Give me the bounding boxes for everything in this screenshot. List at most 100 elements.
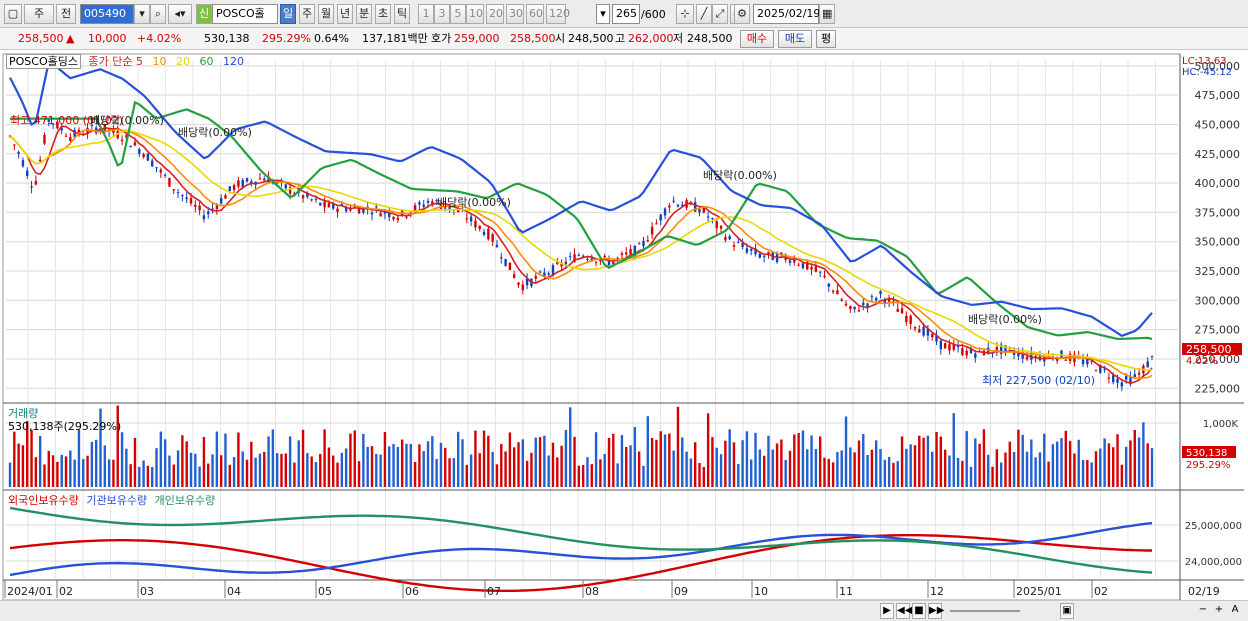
- volume-bar: [21, 445, 25, 487]
- interval-30-button[interactable]: 30: [506, 4, 524, 24]
- candle-body: [767, 251, 770, 254]
- volume-bar: [366, 446, 369, 487]
- period-unit-select[interactable]: 주: [24, 4, 54, 24]
- buy-button[interactable]: 매수: [740, 30, 774, 48]
- interval-5-button[interactable]: 5: [450, 4, 466, 24]
- institution-holding-line: [9, 521, 1153, 577]
- volume-bar: [594, 432, 598, 487]
- font-size-icon[interactable]: A: [1231, 604, 1239, 615]
- candle-body: [26, 170, 29, 176]
- tool-icon[interactable]: ▣: [1060, 603, 1074, 619]
- ma10-label[interactable]: 10: [152, 55, 167, 68]
- volume-bar: [375, 453, 378, 487]
- interval-10-button[interactable]: 10: [466, 4, 484, 24]
- candle-body: [840, 299, 843, 301]
- candle-body: [935, 335, 938, 342]
- candle-body: [698, 209, 701, 213]
- foreign-holding-label[interactable]: 외국인보유수량: [8, 494, 79, 507]
- volume-bar: [659, 431, 662, 487]
- period-5-button[interactable]: 초: [375, 4, 391, 24]
- stock-label[interactable]: POSCO홀딩스: [6, 54, 81, 69]
- candle-body: [762, 256, 766, 258]
- x-axis-label: 02: [59, 585, 73, 598]
- calendar-icon[interactable]: ▦: [819, 4, 835, 24]
- candle-body: [465, 218, 468, 220]
- zoom-icon[interactable]: ⤢: [712, 4, 728, 24]
- candle-body: [793, 259, 796, 263]
- search-icon[interactable]: ⌕: [150, 4, 166, 24]
- layout-icon[interactable]: ▢: [4, 4, 22, 24]
- candle-body: [163, 174, 167, 176]
- volume-bar: [405, 443, 408, 487]
- period-3-button[interactable]: 년: [337, 4, 353, 24]
- candle-body: [495, 244, 499, 248]
- zoom-slider[interactable]: [950, 610, 1020, 612]
- volume-bar: [56, 461, 59, 487]
- ma60-label[interactable]: 60: [199, 55, 214, 68]
- candle-body: [547, 273, 550, 275]
- individual-holding-label[interactable]: 개인보유수량: [154, 494, 216, 507]
- rewind-icon[interactable]: ◀◀: [896, 603, 912, 619]
- institution-holding-label[interactable]: 기관보유수량: [86, 494, 148, 507]
- volume-bar: [577, 465, 581, 487]
- chart-area[interactable]: 500,000 475,000 450,000 425,000 400,000 375,0…: [0, 50, 1248, 621]
- volume-bar: [69, 450, 72, 487]
- candle-body: [500, 257, 503, 259]
- chevron-down-icon[interactable]: ▾: [596, 4, 610, 24]
- candle-body: [676, 204, 680, 207]
- evaluate-button[interactable]: 평: [816, 30, 836, 48]
- stock-code-input[interactable]: 005490: [80, 4, 134, 24]
- candle-body: [1090, 360, 1093, 362]
- play-icon[interactable]: ▶: [880, 603, 894, 619]
- x-axis-label: 04: [227, 585, 241, 598]
- volume-bar: [461, 439, 464, 487]
- count-total: /600: [641, 8, 666, 21]
- crosshair-icon[interactable]: ⊹: [676, 4, 694, 24]
- candle-body: [831, 290, 835, 293]
- period-2-button[interactable]: 월: [318, 4, 334, 24]
- interval-20-button[interactable]: 20: [486, 4, 504, 24]
- prev-button[interactable]: 전: [56, 4, 76, 24]
- candle-body: [706, 216, 710, 218]
- interval-60-button[interactable]: 60: [526, 4, 544, 24]
- period-1-button[interactable]: 주: [299, 4, 315, 24]
- ma120-label[interactable]: 120: [222, 55, 244, 68]
- zoom-in-icon[interactable]: +: [1214, 604, 1224, 615]
- volume-bar: [517, 442, 520, 487]
- candle-body: [728, 236, 731, 240]
- zoom-out-icon[interactable]: −: [1198, 604, 1208, 615]
- speaker-icon[interactable]: ◂▾: [168, 4, 192, 24]
- interval-3-button[interactable]: 3: [434, 4, 450, 24]
- count-input[interactable]: 265: [612, 4, 640, 24]
- candle-body: [469, 216, 473, 222]
- candle-body: [125, 135, 128, 138]
- candle-body: [90, 124, 94, 126]
- gear-icon[interactable]: ⚙: [734, 4, 750, 24]
- line-tool-icon[interactable]: ╱: [696, 4, 712, 24]
- volume-bar: [288, 436, 292, 487]
- candle-body: [577, 255, 581, 257]
- ma20-label[interactable]: 20: [175, 55, 190, 68]
- chevron-down-icon[interactable]: ▾: [134, 4, 150, 24]
- volume-bar: [1021, 434, 1024, 487]
- ma5-label[interactable]: 5: [135, 55, 143, 68]
- volume-pct-tag: 295.29%: [1186, 460, 1231, 471]
- candle-body: [474, 220, 477, 228]
- candle-body: [17, 152, 20, 154]
- volume-title[interactable]: 거래량: [8, 407, 39, 420]
- period-0-button[interactable]: 일: [280, 4, 296, 24]
- interval-120-button[interactable]: 120: [546, 4, 570, 24]
- candle-body: [715, 221, 718, 229]
- interval-1-button[interactable]: 1: [418, 4, 434, 24]
- period-4-button[interactable]: 분: [356, 4, 372, 24]
- sell-button[interactable]: 매도: [778, 30, 812, 48]
- volume-tag-bg: [1182, 446, 1236, 458]
- stop-icon[interactable]: ■: [912, 603, 926, 619]
- volume-bar: [1073, 453, 1076, 487]
- fast-forward-icon[interactable]: ▶▶: [928, 603, 944, 619]
- chart-canvas[interactable]: 500,000 475,000 450,000 425,000 400,000 375,0…: [0, 50, 1248, 601]
- period-6-button[interactable]: 틱: [394, 4, 410, 24]
- date-input[interactable]: 2025/02/19: [753, 4, 820, 24]
- candle-body: [521, 284, 525, 291]
- candle-body: [120, 139, 124, 141]
